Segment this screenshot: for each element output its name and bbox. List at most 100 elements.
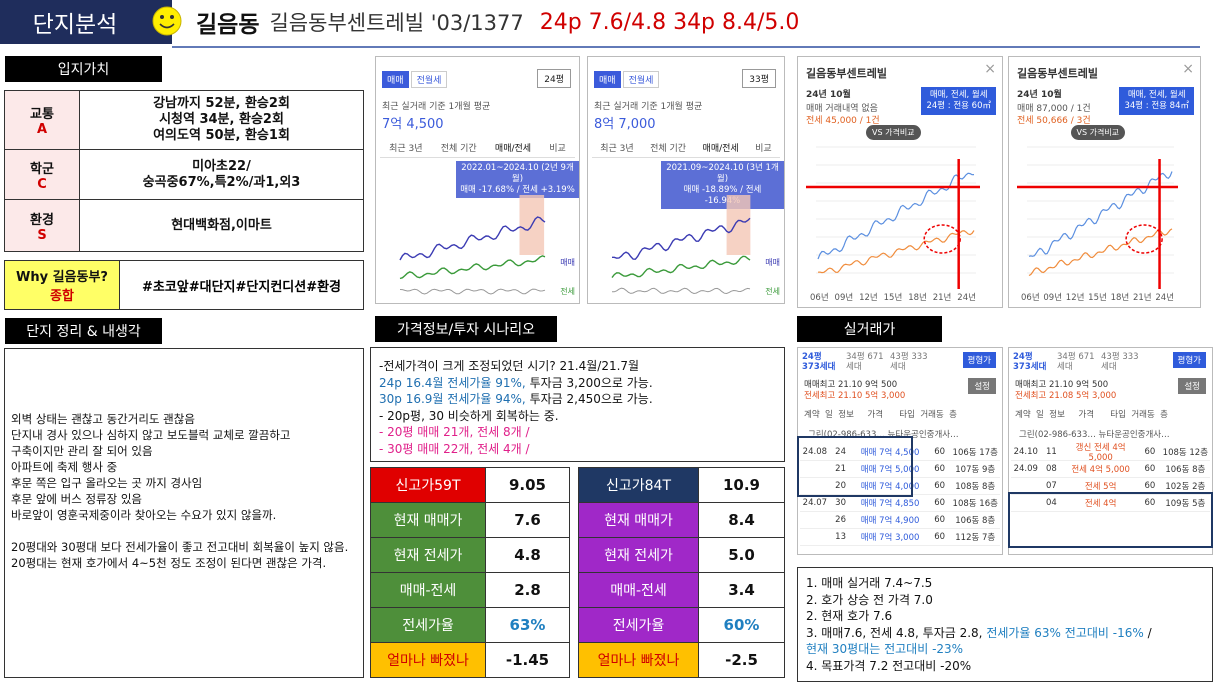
price-table: 신고가59T 9.05 현재 매매가 7.6 현재 전세가 4.8 매매-전세 2.8 전세가율… bbox=[370, 467, 570, 678]
price-label-cell: 신고가84T bbox=[579, 468, 699, 502]
change: 매매 -18.89% / 전세 -16.94% bbox=[683, 185, 762, 206]
range: 2021.09~2024.10 (3년 1개월) bbox=[666, 163, 779, 184]
caption: 최근 실거래 기준 1개월 평균 bbox=[594, 102, 703, 112]
size-tab: 34평 671세대 bbox=[1057, 352, 1095, 372]
summary-text: 3. 매매7.6, 전세 4.8, 투자금 2.8, bbox=[806, 625, 987, 640]
year-label: 15년 bbox=[883, 293, 903, 303]
trade-cell: 108동 12층 bbox=[1162, 448, 1209, 458]
price-label-cell: 신고가59T bbox=[371, 468, 486, 502]
naver-screenshot: 길음동부센트레빌 × 24년 10월 매매 거래내역 없음 전세 45,000 / 1건… bbox=[797, 56, 1003, 308]
size-tabs: 24평 373세대 34평 671세대 43평 333세대 bbox=[1013, 352, 1139, 372]
trade-cell: 24 bbox=[835, 447, 846, 457]
compare: VS 가격비교 bbox=[866, 125, 921, 140]
size-tab: 24평 373세대 bbox=[1013, 352, 1047, 372]
trend-line bbox=[611, 255, 751, 279]
summary-text: 2. 호가 상승 전 가격 7.0 bbox=[806, 592, 933, 607]
price-value: 63% bbox=[509, 616, 546, 634]
tab: 매매 bbox=[594, 71, 621, 88]
smiley bbox=[152, 6, 182, 36]
note-line: 구축이지만 관리 잘 되어 있음 bbox=[11, 444, 153, 458]
scenario-text: - 30평 매매 22개, 전세 4개 / bbox=[379, 441, 530, 456]
scenario-line: - 20평 매매 21개, 전세 8개 / bbox=[379, 424, 776, 441]
trade-row: 24.09 08 전세 4억 5,000 60 106동 8층 bbox=[1011, 461, 1210, 478]
price-label: 전세가율 bbox=[612, 618, 665, 634]
marker-circle bbox=[923, 224, 961, 254]
year-label: 15년 bbox=[1088, 293, 1107, 303]
app-screenshot: 매매 전월세 33평 최근 실거래 기준 1개월 평균 8억 7,000 최근 3년 전체 … bbox=[587, 56, 785, 304]
scenario-line: -전세가격이 크게 조정되었던 시기? 21.4월/21.7월 bbox=[379, 358, 776, 375]
year-label: 06년 bbox=[810, 293, 829, 303]
marker-circle bbox=[1125, 224, 1163, 254]
note-line: 후문 쪽은 입구 올라오는 곳 까지 경사임 bbox=[11, 476, 203, 490]
price-row: 매매-전세 3.4 bbox=[579, 572, 784, 607]
category: 학군 bbox=[30, 161, 54, 177]
high-rent: 전세최고 21.08 5억 3,000 bbox=[1015, 391, 1117, 401]
scenario-line: - 30평 매매 22개, 전세 4개 / bbox=[379, 441, 776, 458]
price-value-cell: -2.5 bbox=[699, 643, 784, 677]
summary-text: 1. 매매 실거래 7.4~7.5 bbox=[806, 576, 933, 590]
detail: 여의도역 50분, 환승1회 bbox=[153, 128, 290, 143]
year-label: 18년 bbox=[908, 293, 927, 303]
trade-rows: 24.08 24 매매 7억 4,500 60 106동 17층 21 매매 7억 5,00… bbox=[800, 444, 1000, 546]
trade-cell: 11 bbox=[1045, 447, 1057, 457]
year-label: 24년 bbox=[957, 293, 976, 303]
price-row: 전세가율 63% bbox=[371, 607, 569, 642]
price-row: 전세가율 60% bbox=[579, 607, 784, 642]
rent: 전세 50,666 / 3건 bbox=[1017, 116, 1091, 126]
period-tab: 매매/전세 bbox=[702, 144, 739, 154]
price-value-cell: 7.6 bbox=[486, 503, 569, 537]
trade-cell: 112동 7층 bbox=[955, 533, 996, 543]
trade-row: 24.10 11 갱신 전세 4억 5,000 60 108동 12층 bbox=[1011, 443, 1210, 463]
agent: 그린(02-986-633… 뉴타운공인중개사… bbox=[1019, 430, 1170, 440]
price-label: 신고가84T bbox=[605, 478, 671, 494]
price-row: 얼마나 빠졌나 -1.45 bbox=[371, 642, 569, 677]
price-row: 현재 전세가 5.0 bbox=[579, 537, 784, 572]
trade-cell: 매매 7억 3,000 bbox=[860, 533, 920, 543]
trade-cell: 04 bbox=[1045, 498, 1057, 508]
price-value: 3.4 bbox=[728, 581, 755, 599]
trade-cell: 매매 7억 4,500 bbox=[860, 448, 920, 458]
size-tab: 43평 333세대 bbox=[890, 352, 928, 372]
trade-row: 24.07 30 매매 7억 4,850 60 108동 16층 bbox=[800, 495, 1000, 512]
scenario-line: 30p 16.9월 전세가율 94%, 투자금 2,450으로 가능. bbox=[379, 391, 776, 408]
scenario-box: -전세가격이 크게 조정되었던 시기? 21.4월/21.7월 24p 16.4월… bbox=[370, 347, 785, 462]
highlight bbox=[1008, 492, 1213, 548]
high-rent: 전세최고 21.10 5억 3,000 bbox=[804, 391, 906, 401]
columns: 계약 일 정보 가격 타입 거래동 층 bbox=[804, 410, 957, 420]
tab: 전월세 bbox=[622, 71, 660, 88]
trend-line bbox=[817, 230, 975, 274]
location-row: 학군 C 미아초22/숭곡중67%,특2%/과1,외3 bbox=[4, 150, 364, 200]
trade-cell: 60 bbox=[934, 532, 946, 542]
price-label-cell: 얼마나 빠졌나 bbox=[371, 643, 486, 677]
note-line: 바로앞이 영훈국제중이라 찾아오는 수요가 있지 않을까. bbox=[11, 508, 277, 522]
title-bg bbox=[0, 0, 172, 44]
price: 8억 7,000 bbox=[594, 117, 656, 132]
trade-cell: 109동 5층 bbox=[1165, 499, 1206, 509]
trend-line bbox=[612, 217, 751, 260]
year-label: 12년 bbox=[1065, 293, 1085, 303]
trade-cell: 전세 5억 bbox=[1084, 482, 1117, 492]
legend-item: 전세 bbox=[560, 287, 575, 296]
filter: 매매, 전세, 월세 24평 : 전용 60㎡ bbox=[921, 87, 996, 115]
category: 환경 bbox=[30, 212, 54, 228]
price-row: 신고가59T 9.05 bbox=[371, 468, 569, 502]
price-value: 60% bbox=[723, 616, 760, 634]
setting-button: 설정 bbox=[968, 378, 996, 394]
trade-cell: 24.09 bbox=[1013, 464, 1038, 474]
size-tab: 43평 333세대 bbox=[1101, 352, 1139, 372]
trend-line bbox=[817, 172, 975, 260]
note-line: 아파트에 축제 행사 중 bbox=[11, 460, 118, 474]
chart-image bbox=[399, 195, 546, 295]
price-value-cell: 9.05 bbox=[486, 468, 569, 502]
trade-cell: 60 bbox=[1144, 481, 1156, 491]
summary-line: 현재 30평대는 전고대비 -23% bbox=[806, 641, 1204, 658]
detail: 강남까지 52분, 환승2회 bbox=[153, 96, 290, 111]
sale: 매매 87,000 / 1건 bbox=[1017, 104, 1091, 114]
grade: C bbox=[37, 176, 47, 192]
size-tab: 24평 373세대 bbox=[802, 352, 836, 372]
price-label-cell: 현재 매매가 bbox=[371, 503, 486, 537]
size-button: 평형가 bbox=[962, 352, 996, 368]
agent: 그린(02-986-633… 뉴타운공인중개사… bbox=[808, 430, 959, 440]
price-label-cell: 현재 전세가 bbox=[579, 538, 699, 572]
price-table: 신고가84T 10.9 현재 매매가 8.4 현재 전세가 5.0 매매-전세 3.4 전세가율… bbox=[578, 467, 785, 678]
